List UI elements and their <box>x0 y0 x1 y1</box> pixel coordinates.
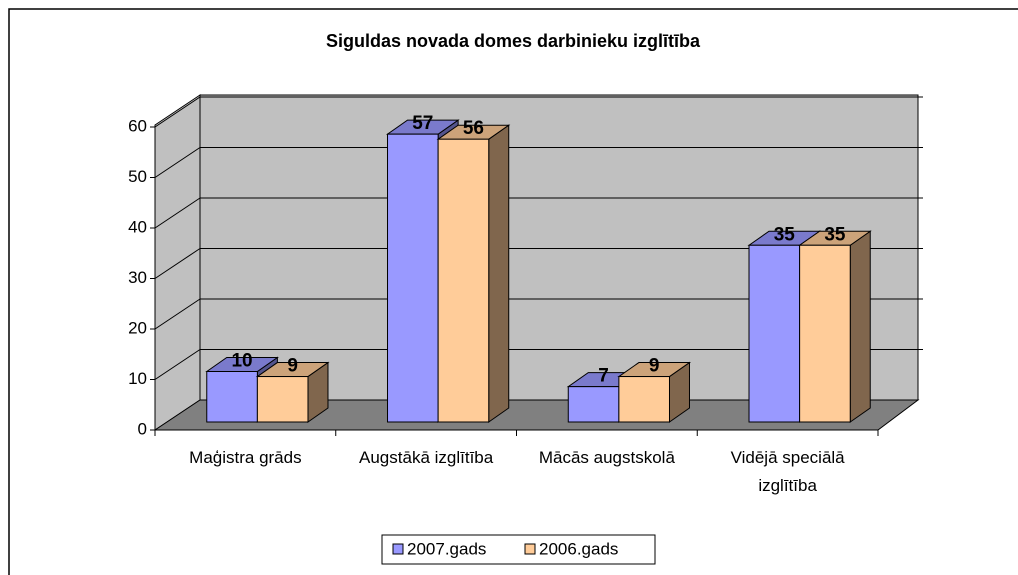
value-label: 56 <box>463 118 484 139</box>
bar <box>387 133 439 423</box>
legend-label: 2006.gads <box>539 539 618 558</box>
x-tick-label: Augstākā izglītība <box>359 448 494 467</box>
grid-line <box>154 298 201 330</box>
value-label: 57 <box>412 113 433 134</box>
chart-title: Siguldas novada domes darbinieku izglītī… <box>326 31 701 51</box>
bar-side <box>488 124 510 423</box>
bar <box>437 138 490 423</box>
y-tick-label: 60 <box>128 116 147 135</box>
y-tick-label: 10 <box>128 369 147 388</box>
grid-line <box>154 96 201 128</box>
side-wall <box>154 94 201 431</box>
bar <box>748 244 801 423</box>
y-tick-label: 20 <box>128 318 147 337</box>
legend-label: 2007.gads <box>407 539 486 558</box>
value-label: 9 <box>287 356 298 377</box>
x-tick-label: Vidējā speciālā izglītība <box>730 448 845 495</box>
grid-line <box>154 147 201 178</box>
bar-side <box>849 230 871 423</box>
legend-swatch <box>392 543 404 555</box>
bar <box>799 244 851 423</box>
value-label: 10 <box>231 351 252 372</box>
value-label: 35 <box>774 224 796 245</box>
bar <box>567 386 620 423</box>
x-tick-label: Mācās augstskolā <box>538 448 675 467</box>
y-tick-label: 40 <box>128 217 147 236</box>
y-tick-label: 30 <box>128 268 147 287</box>
y-tick-label: 50 <box>128 167 147 186</box>
value-label: 7 <box>598 366 609 387</box>
value-label: 35 <box>824 224 846 245</box>
y-tick-label: 0 <box>138 419 147 438</box>
bar <box>256 376 309 423</box>
grid-line <box>154 248 201 279</box>
legend-box <box>381 534 656 565</box>
grid-line <box>154 349 201 380</box>
bar <box>206 371 258 423</box>
grid-line <box>154 197 201 229</box>
chart-border <box>8 8 1018 575</box>
value-label: 9 <box>649 356 660 377</box>
x-tick-label: Maģistra grāds <box>189 448 302 467</box>
bar <box>618 376 670 423</box>
legend-swatch <box>524 543 536 555</box>
